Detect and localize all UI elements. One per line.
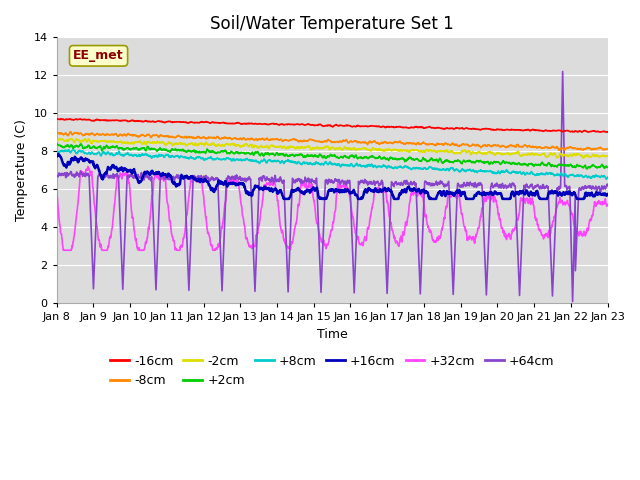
Y-axis label: Temperature (C): Temperature (C) [15,120,28,221]
Text: EE_met: EE_met [73,49,124,62]
Legend: -16cm, -8cm, -2cm, +2cm, +8cm, +16cm, +32cm, +64cm: -16cm, -8cm, -2cm, +2cm, +8cm, +16cm, +3… [105,349,559,392]
X-axis label: Time: Time [317,328,348,341]
Title: Soil/Water Temperature Set 1: Soil/Water Temperature Set 1 [211,15,454,33]
